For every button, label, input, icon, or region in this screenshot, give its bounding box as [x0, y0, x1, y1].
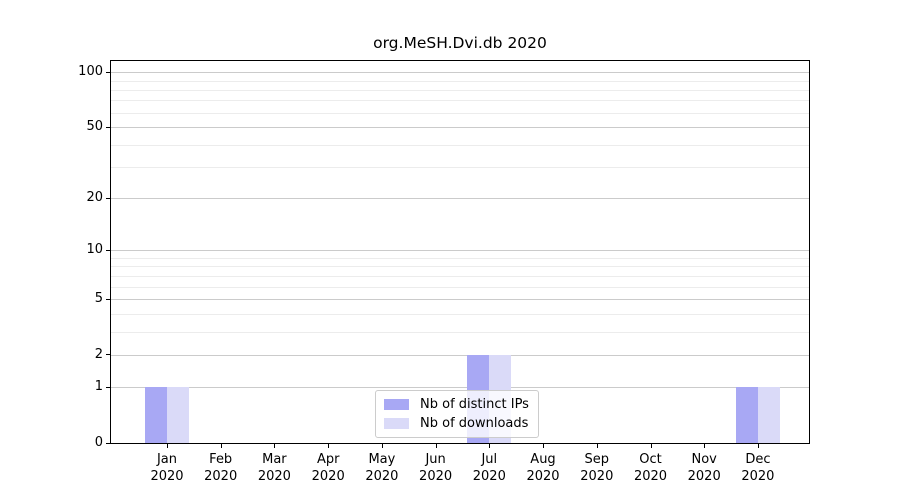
x-tick: [757, 444, 759, 448]
y-tick-label: 0: [94, 435, 103, 450]
x-tick: [596, 444, 598, 448]
y-tick-label: 10: [86, 242, 103, 258]
y-tick-label: 5: [94, 291, 103, 306]
legend-entry-downloads: Nb of downloads: [384, 416, 529, 431]
bar-distinct-ips: [735, 387, 758, 443]
x-tick-label: Jun 2020: [419, 452, 453, 484]
gridline-minor: [111, 266, 809, 268]
x-tick-label: Oct 2020: [633, 452, 668, 484]
y-tick: [106, 126, 110, 128]
y-tick: [106, 249, 110, 251]
x-tick-label: Jan 2020: [150, 452, 184, 484]
x-tick: [704, 444, 706, 448]
legend-label-downloads: Nb of downloads: [420, 416, 529, 431]
gridline-minor: [111, 89, 809, 91]
y-tick: [106, 442, 110, 444]
gridline-minor: [111, 286, 809, 288]
chart-title: org.MeSH.Dvi.db 2020: [373, 34, 547, 52]
gridline-major: [111, 127, 809, 128]
bar-distinct-ips: [145, 387, 167, 443]
x-tick-label: Sep 2020: [580, 452, 614, 484]
gridline-minor: [111, 112, 809, 114]
y-tick-label: 20: [86, 190, 103, 206]
legend: Nb of distinct IPs Nb of downloads: [375, 390, 539, 438]
x-tick: [650, 444, 652, 448]
bar-downloads: [167, 387, 189, 443]
gridline-major: [111, 299, 809, 300]
y-tick: [106, 386, 110, 388]
gridline-minor: [111, 144, 809, 146]
y-tick: [106, 71, 110, 73]
gridline-minor: [111, 275, 809, 277]
y-tick-label: 50: [86, 119, 103, 134]
gridline-minor: [111, 331, 809, 333]
x-tick: [220, 444, 222, 448]
legend-label-distinct-ips: Nb of distinct IPs: [420, 397, 529, 412]
x-tick-label: Jul 2020: [472, 452, 506, 484]
gridline-minor: [111, 313, 809, 315]
y-tick-label: 2: [94, 346, 103, 362]
gridline-minor: [111, 258, 809, 259]
gridline-minor: [111, 167, 809, 168]
x-tick-label: Feb 2020: [204, 452, 238, 484]
legend-swatch-distinct-ips: [384, 399, 409, 410]
legend-entry-distinct-ips: Nb of distinct IPs: [384, 397, 529, 412]
y-tick: [106, 354, 110, 356]
x-tick: [328, 444, 330, 448]
bar-downloads: [757, 387, 780, 443]
legend-swatch-downloads: [384, 418, 409, 429]
x-tick-label: Dec 2020: [741, 452, 775, 484]
x-tick-label: Aug 2020: [526, 452, 560, 484]
x-tick: [489, 444, 491, 448]
gridline-minor: [111, 100, 809, 102]
gridline-major: [111, 198, 809, 200]
plot-area: Nb of distinct IPs Nb of downloads: [110, 60, 810, 444]
x-tick: [543, 444, 544, 448]
gridline-minor: [111, 80, 809, 82]
gridline-major: [111, 387, 809, 389]
y-tick: [106, 298, 110, 300]
x-tick: [167, 444, 168, 448]
gridline-major: [111, 250, 809, 252]
x-tick-label: May 2020: [365, 452, 399, 484]
y-tick: [106, 197, 110, 199]
y-tick-label: 100: [78, 64, 103, 80]
x-tick-label: Apr 2020: [311, 452, 345, 484]
x-tick: [274, 444, 276, 448]
x-tick-label: Mar 2020: [257, 452, 291, 484]
x-tick: [381, 444, 383, 448]
gridline-major: [111, 72, 809, 74]
x-tick: [435, 444, 437, 448]
y-tick-label: 1: [94, 379, 103, 395]
gridline-major: [111, 354, 809, 356]
x-tick-label: Nov 2020: [687, 452, 721, 484]
